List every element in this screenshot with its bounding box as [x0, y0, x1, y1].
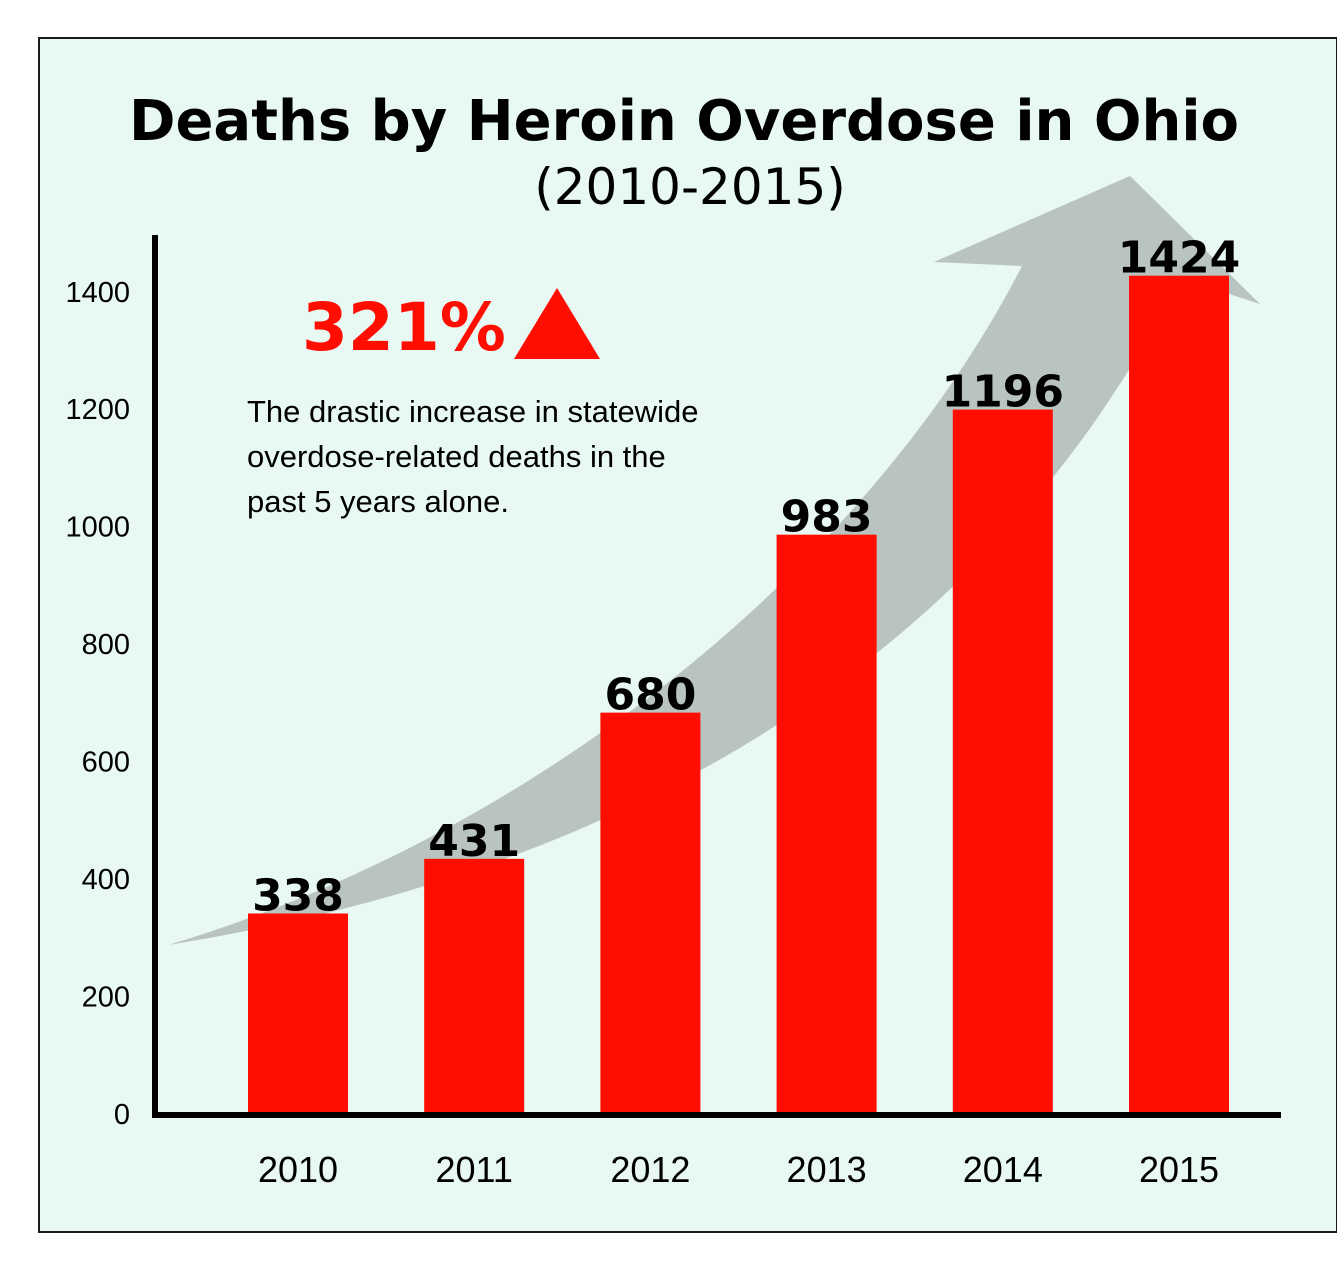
bar-2011	[424, 858, 525, 1112]
y-tick-0: 0	[114, 1099, 130, 1131]
y-tick-600: 600	[82, 747, 130, 779]
value-label-2011: 431	[428, 816, 520, 867]
annotation-line-2: overdose-related deaths in the	[247, 439, 666, 474]
value-label-2015: 1424	[1118, 233, 1240, 284]
annotation-line-1: The drastic increase in statewide	[247, 394, 698, 429]
y-tick-800: 800	[82, 629, 130, 661]
bars-layer	[248, 275, 1229, 1112]
increase-triangle-icon	[514, 288, 600, 359]
bar-2013	[776, 534, 877, 1112]
y-tick-labels: 0 200 400 600 800 1000 1200 1400	[65, 277, 130, 1131]
chart-subtitle: (2010-2015)	[534, 158, 846, 216]
bar-2012	[600, 712, 701, 1112]
x-tick-2013: 2013	[787, 1149, 867, 1190]
value-labels-layer: 338 431 680 983 1196 1424	[252, 233, 1240, 922]
growth-arrow-icon	[168, 176, 1260, 945]
x-tick-2010: 2010	[258, 1149, 338, 1190]
bar-2015	[1129, 275, 1229, 1112]
x-tick-2014: 2014	[963, 1149, 1043, 1190]
bar-2014	[952, 409, 1053, 1112]
x-tick-labels: 2010 2011 2012 2013 2014 2015	[258, 1149, 1219, 1190]
chart-title: Deaths by Heroin Overdose in Ohio	[129, 89, 1239, 154]
y-tick-1000: 1000	[65, 512, 130, 544]
annotation-line-3: past 5 years alone.	[247, 484, 509, 519]
headline-percent: 321%	[302, 289, 506, 366]
x-tick-2012: 2012	[610, 1149, 690, 1190]
x-tick-2011: 2011	[435, 1149, 512, 1190]
y-tick-1200: 1200	[65, 394, 130, 426]
x-tick-2015: 2015	[1139, 1149, 1219, 1190]
y-tick-200: 200	[82, 982, 130, 1014]
y-tick-400: 400	[82, 864, 130, 896]
y-tick-1400: 1400	[65, 277, 130, 309]
value-label-2014: 1196	[942, 367, 1064, 418]
value-label-2012: 680	[604, 670, 696, 721]
bar-2010	[248, 913, 348, 1112]
value-label-2010: 338	[252, 870, 344, 921]
value-label-2013: 983	[781, 492, 873, 543]
